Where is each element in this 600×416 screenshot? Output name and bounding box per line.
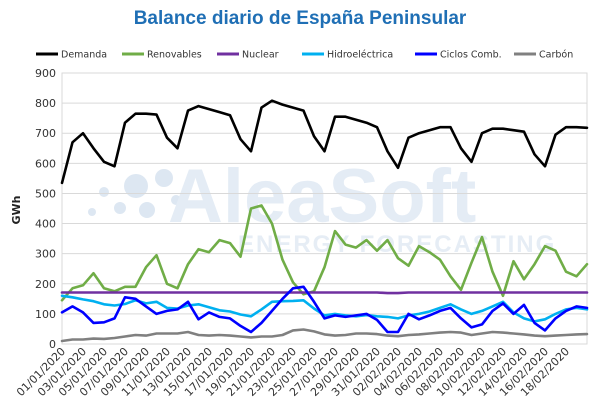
y-tick-label: 400: [35, 218, 56, 231]
series-line-4: [60, 294, 589, 323]
legend-label: Ciclos Comb.: [440, 50, 502, 61]
series-lines: [60, 99, 589, 343]
legend-label: Hidroeléctrica: [327, 50, 393, 61]
y-tick-label: 700: [35, 127, 56, 140]
y-tick-label: 500: [35, 187, 56, 200]
y-tick-label: 200: [35, 278, 56, 291]
y-tick-label: 0: [49, 338, 56, 351]
y-tick-label: 600: [35, 157, 56, 170]
y-tick-label: 100: [35, 308, 56, 321]
series-line-2: [60, 204, 589, 302]
y-tick-label: 900: [35, 67, 56, 80]
legend-label: Demanda: [61, 50, 107, 61]
y-axis-title: GWh: [10, 196, 23, 225]
series-line-3: [60, 291, 589, 295]
legend-label: Carbón: [539, 50, 573, 61]
y-axis-ticks: 0 100 200 300 400 500 600 700 800 900: [35, 67, 56, 351]
series-line-1: [60, 99, 589, 185]
plot-area-border: [61, 72, 588, 345]
series-line-5: [60, 285, 589, 334]
legend: Demanda Renovables Nuclear Hidroeléctrica Ci…: [36, 50, 573, 61]
watermark-main: AleaSoft: [168, 154, 476, 239]
y-tick-label: 300: [35, 248, 56, 261]
y-tick-label: 800: [35, 97, 56, 110]
legend-label: Renovables: [147, 50, 202, 61]
chart-title: Balance diario de España Peninsular: [133, 8, 467, 29]
series-line-6: [60, 328, 589, 343]
watermark: AleaSoft ENERGY FORECASTING: [88, 154, 554, 258]
legend-label: Nuclear: [242, 50, 279, 61]
x-axis-ticks: 01/01/202003/01/202005/01/202007/01/2020…: [14, 345, 572, 399]
watermark-logo-dots: [88, 169, 181, 218]
